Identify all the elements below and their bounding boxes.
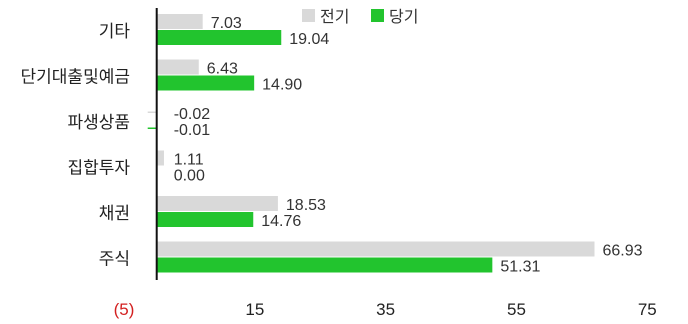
legend-swatch-prev: [302, 9, 315, 22]
bar-prev: [156, 150, 164, 166]
category-label: 단기대출및예금: [21, 67, 130, 87]
x-tick-label: 15: [245, 300, 264, 319]
value-label-curr: 0.00: [174, 168, 205, 185]
bar-prev: [156, 241, 595, 257]
value-label-curr: 14.76: [261, 213, 301, 230]
category-label: 파생상품: [67, 113, 130, 133]
bar-curr: [156, 75, 255, 91]
value-label-prev: 18.53: [286, 197, 326, 214]
legend-label-prev: 전기: [320, 7, 349, 26]
x-tick-label: 35: [376, 300, 395, 319]
bar-curr: [147, 127, 157, 129]
bar-curr: [156, 257, 493, 273]
category-label: 집합투자: [67, 158, 130, 178]
bar-prev: [156, 59, 199, 75]
legend-label-curr: 당기: [389, 7, 418, 26]
legend-swatch-curr: [371, 9, 384, 22]
value-label-prev: 1.11: [174, 152, 204, 169]
bar-prev: [156, 14, 203, 29]
value-label-curr: 19.04: [289, 31, 329, 48]
value-label-prev: -0.02: [174, 106, 211, 123]
value-label-curr: 14.90: [262, 77, 302, 94]
legend: 전기 당기: [302, 7, 418, 26]
value-label-prev: 6.43: [207, 61, 238, 78]
category-label: 채권: [99, 204, 130, 224]
bar-prev: [147, 111, 157, 113]
bar-prev: [156, 196, 278, 211]
category-label: 주식: [99, 249, 130, 269]
x-tick-label: 75: [638, 300, 657, 319]
x-tick-label: (5): [114, 300, 135, 319]
bar-curr: [156, 30, 282, 45]
bar-curr: [156, 212, 254, 227]
value-label-prev: 7.03: [211, 15, 242, 32]
value-label-curr: 51.31: [500, 259, 540, 276]
x-tick-label: 55: [507, 300, 526, 319]
value-label-prev: 66.93: [603, 243, 643, 260]
category-label: 기타: [99, 22, 131, 42]
value-label-curr: -0.01: [174, 122, 211, 139]
